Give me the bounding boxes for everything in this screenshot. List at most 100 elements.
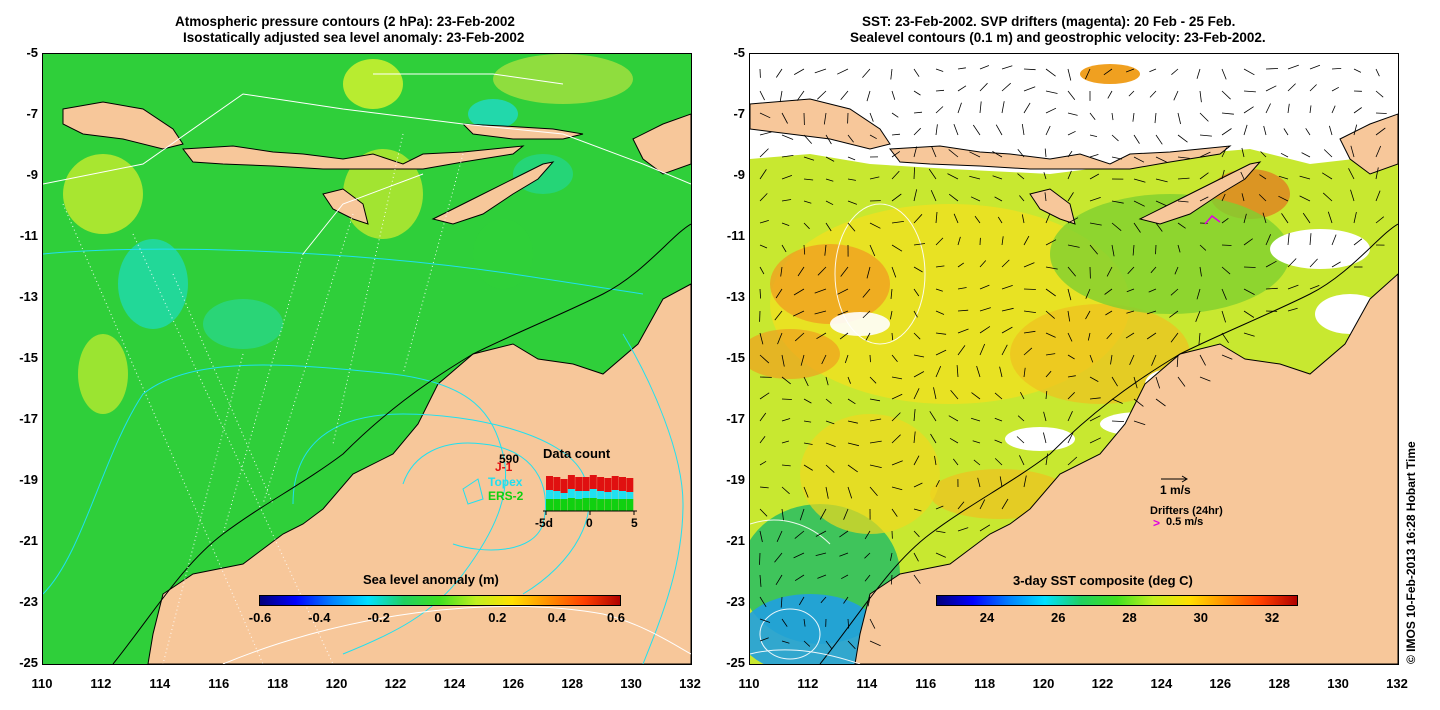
velocity-arrow (979, 524, 991, 532)
velocity-arrow (1265, 260, 1277, 268)
velocity-arrow (814, 288, 827, 294)
left-y-tick-label: -21 (19, 533, 38, 548)
velocity-arrow (1148, 288, 1157, 293)
velocity-arrow (1309, 64, 1321, 70)
velocity-arrow (1017, 149, 1025, 158)
histogram-bar (546, 490, 553, 499)
velocity-arrow (1125, 68, 1135, 73)
velocity-arrow (1198, 332, 1201, 345)
velocity-arrow (979, 284, 990, 290)
left-x-tick-label: 114 (149, 676, 171, 691)
velocity-arrow (934, 455, 937, 466)
velocity-arrow (1132, 112, 1135, 122)
velocity-arrow (1019, 195, 1025, 202)
velocity-arrow (774, 310, 783, 321)
histogram-bar (619, 499, 626, 511)
velocity-arrow (1016, 436, 1025, 444)
left-y-tick-label: -13 (19, 289, 38, 304)
velocity-arrow (1067, 192, 1074, 202)
velocity-arrow (928, 168, 937, 180)
velocity-arrow (839, 552, 849, 557)
velocity-arrow (1177, 376, 1186, 387)
velocity-arrow (913, 127, 921, 136)
velocity-arrow (956, 365, 959, 378)
right-colorbar-tick: 30 (1193, 610, 1208, 625)
velocity-arrow (825, 398, 832, 404)
velocity-arrow (759, 266, 765, 275)
velocity-arrow (1174, 266, 1179, 275)
right-x-tick-label: 118 (974, 676, 996, 691)
histogram-bar (626, 492, 634, 499)
velocity-arrow (995, 124, 1003, 136)
velocity-arrow (1133, 134, 1140, 144)
velocity-arrow (1287, 307, 1298, 312)
velocity-arrow (825, 222, 832, 232)
velocity-scale-label: 1 m/s (1160, 483, 1191, 497)
left-y-tick-label: -15 (19, 350, 38, 365)
velocity-arrow (1243, 238, 1253, 246)
right-x-tick-label: 120 (1032, 676, 1055, 691)
velocity-arrow (1067, 130, 1076, 136)
velocity-arrow (929, 411, 937, 422)
velocity-arrow (847, 200, 858, 205)
velocity-arrow (979, 65, 990, 70)
velocity-arrow (869, 618, 876, 629)
velocity-arrow (1023, 475, 1027, 488)
velocity-arrow (847, 222, 856, 232)
left-y-tick-label: -19 (19, 472, 38, 487)
left-x-tick-label: 122 (384, 676, 407, 691)
velocity-arrow (1331, 105, 1336, 114)
velocity-arrow (1199, 354, 1206, 366)
velocity-arrow (1085, 68, 1091, 80)
velocity-arrow (1133, 376, 1138, 389)
velocity-arrow (979, 260, 987, 268)
velocity-arrow (776, 530, 783, 542)
histogram-bar (611, 499, 619, 511)
velocity-arrow (1111, 398, 1123, 404)
velocity-arrow (930, 190, 937, 202)
velocity-arrow (1278, 195, 1289, 202)
right-y-tick-label: -9 (733, 167, 745, 182)
velocity-arrow (847, 156, 856, 161)
velocity-arrow (803, 134, 812, 144)
velocity-arrow (913, 90, 921, 96)
velocity-arrow (1045, 370, 1052, 378)
velocity-arrow (1375, 90, 1384, 98)
velocity-arrow (1045, 107, 1057, 114)
velocity-arrow (890, 574, 893, 585)
velocity-arrow (1023, 86, 1036, 92)
right-colorbar-tick: 32 (1264, 610, 1280, 625)
velocity-arrow (1104, 288, 1113, 295)
velocity-arrow (1155, 200, 1167, 207)
velocity-arrow (971, 392, 981, 400)
left-x-tick-label: 120 (325, 676, 348, 691)
velocity-arrow (781, 175, 793, 180)
velocity-arrow (869, 440, 882, 444)
velocity-arrow (1299, 195, 1311, 202)
velocity-arrow (1017, 415, 1025, 422)
drifter-scale-label: 0.5 m/s (1166, 516, 1204, 528)
velocity-arrow (777, 332, 783, 345)
histogram-bar (560, 493, 568, 499)
velocity-arrow (913, 288, 920, 297)
histogram-bar (604, 499, 612, 511)
velocity-arrow (1001, 344, 1008, 356)
drifter-marker-icon: > (1153, 516, 1161, 530)
velocity-arrow (979, 326, 991, 334)
velocity-arrow (759, 392, 770, 400)
velocity-arrow (935, 530, 946, 533)
velocity-arrow (1199, 266, 1202, 277)
velocity-arrow (976, 365, 981, 378)
velocity-arrow (864, 552, 871, 559)
velocity-arrow (969, 151, 981, 158)
velocity-arrow (759, 574, 762, 587)
velocity-arrow (891, 434, 901, 444)
velocity-arrow (1221, 68, 1227, 80)
left-colorbar-tick: 0.2 (488, 610, 507, 625)
left-colorbar-title: Sea level anomaly (m) (363, 572, 499, 587)
velocity-arrow (1196, 288, 1201, 300)
velocity-arrow (1287, 233, 1290, 246)
velocity-arrow (973, 459, 981, 466)
left-x-tick-label: 112 (90, 676, 112, 691)
velocity-arrow (1089, 173, 1100, 180)
